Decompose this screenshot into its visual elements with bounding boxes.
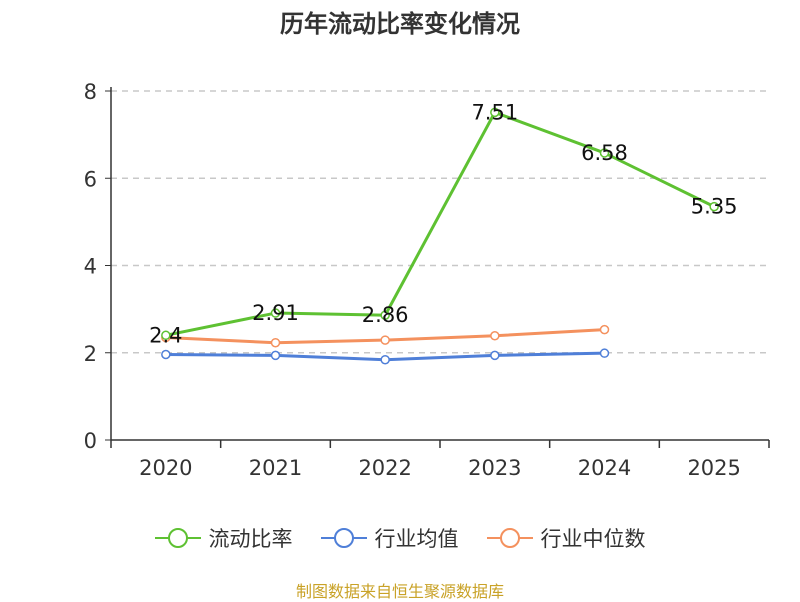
legend-label-current-ratio: 流动比率 [208, 527, 293, 551]
legend-green-line-icon [154, 528, 201, 548]
data-point [490, 107, 500, 118]
data-point [599, 148, 610, 158]
x-tick-label: 2023 [468, 456, 521, 480]
series-lines [161, 107, 719, 365]
data-point [490, 350, 500, 361]
legend-item-industry-median[interactable]: 行业中位数 [486, 523, 646, 553]
y-tick-label: 8 [84, 80, 97, 104]
legend-label-industry-mean: 行业均值 [374, 527, 459, 551]
y-tick-label: 6 [84, 167, 97, 191]
data-point [270, 337, 281, 348]
x-tick-label: 2020 [139, 456, 192, 480]
data-point [270, 350, 281, 361]
legend: 流动比率 行业均值 行业中位数 [0, 520, 800, 556]
data-label: 6.58 [581, 141, 628, 165]
grid-lines [111, 90, 769, 354]
x-tick-label: 2022 [358, 456, 411, 480]
data-label: 5.35 [691, 195, 738, 219]
y-tick-label: 2 [84, 342, 97, 366]
data-point [380, 310, 390, 320]
data-label: 2.86 [362, 303, 409, 327]
x-tick-label: 2021 [249, 456, 302, 480]
y-tick-label: 4 [84, 255, 97, 279]
data-point [709, 201, 719, 212]
legend-orange-line-icon [486, 528, 533, 548]
data-labels: 2.4 2.91 2.86 7.51 6.58 5.35 [149, 100, 737, 347]
axes: 0 2 4 6 8 2020 2021 2022 2023 2024 2025 [84, 80, 770, 480]
data-point [161, 330, 171, 341]
legend-blue-line-icon [320, 528, 367, 548]
data-point [490, 330, 500, 341]
legend-item-industry-mean[interactable]: 行业均值 [320, 523, 459, 553]
y-tick-label: 0 [84, 429, 97, 453]
chart-title: 历年流动比率变化情况 [280, 10, 520, 38]
data-point [380, 354, 390, 365]
data-point [599, 348, 610, 358]
series-line [165, 110, 715, 337]
data-point [161, 349, 171, 360]
data-label: 7.51 [471, 100, 518, 124]
data-point [270, 308, 281, 318]
data-label: 2.91 [252, 301, 299, 325]
legend-label-industry-median: 行业中位数 [540, 527, 646, 551]
data-point [599, 324, 610, 335]
x-tick-label: 2024 [578, 456, 631, 480]
x-tick-label: 2025 [687, 456, 740, 480]
data-source-note: 制图数据来自恒生聚源数据库 [295, 582, 504, 601]
legend-item-current-ratio[interactable]: 流动比率 [154, 523, 293, 553]
data-point [380, 335, 390, 345]
data-label: 2.4 [149, 323, 182, 347]
